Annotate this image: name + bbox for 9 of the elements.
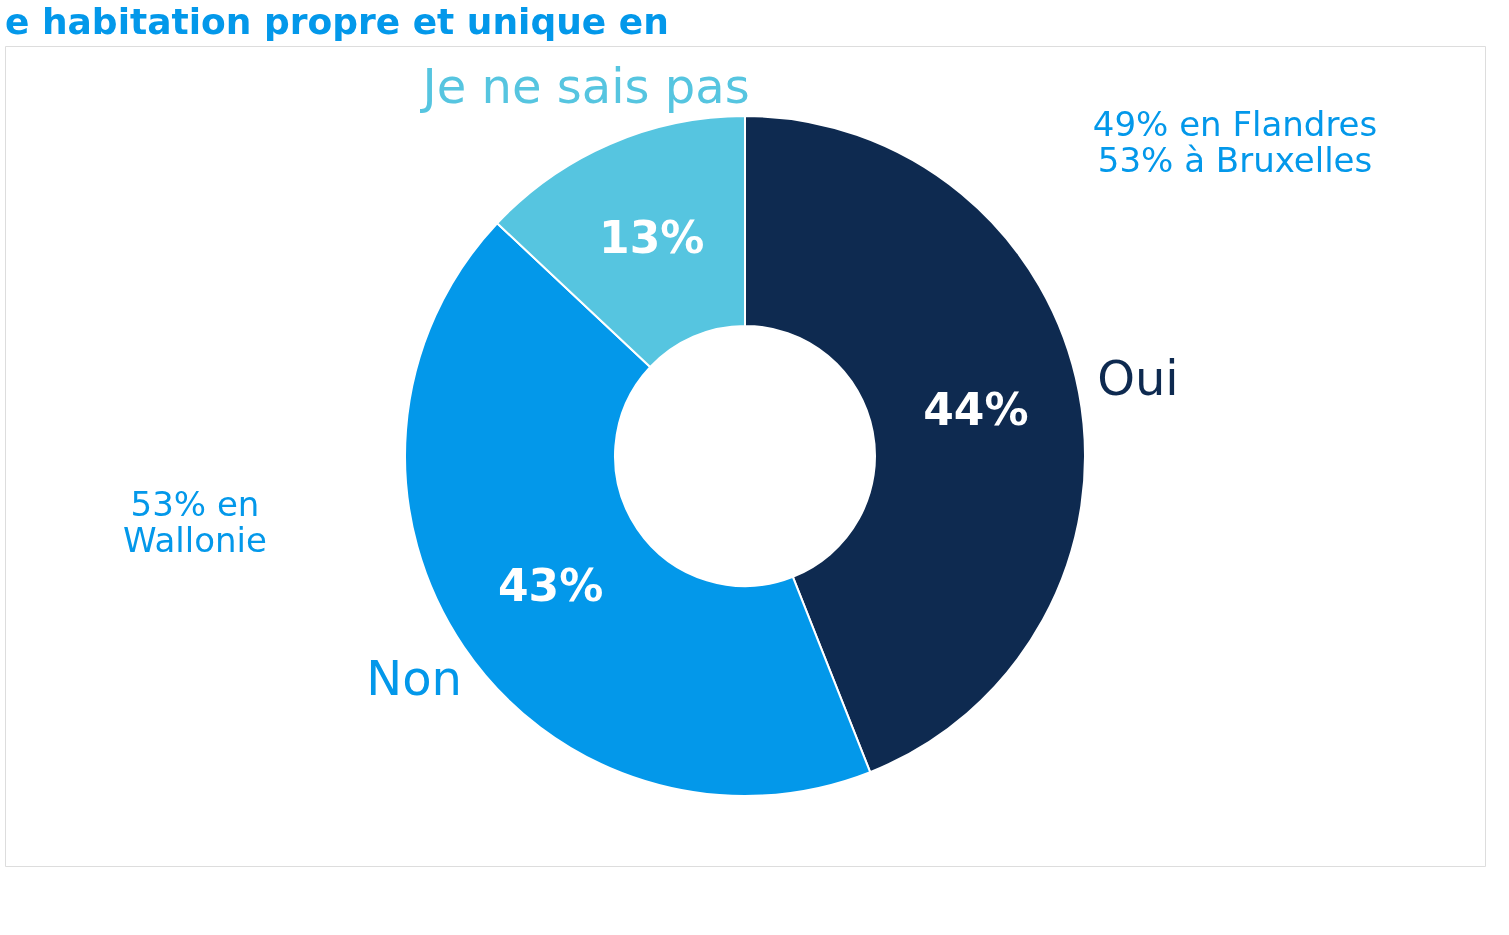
data-label: 43% [497,560,604,612]
data-label: 13% [599,212,705,264]
slice-label: Oui [1097,350,1179,407]
slice-label: Non [366,649,463,706]
chart-title: e habitation propre et unique en [5,1,669,42]
text: 49% en Flandres 53% à Bruxelles [1092,104,1378,180]
data-label: 44% [923,383,1029,435]
text: 53% en Wallonie [123,484,267,560]
slice-label: Je ne sais pas [419,57,750,114]
